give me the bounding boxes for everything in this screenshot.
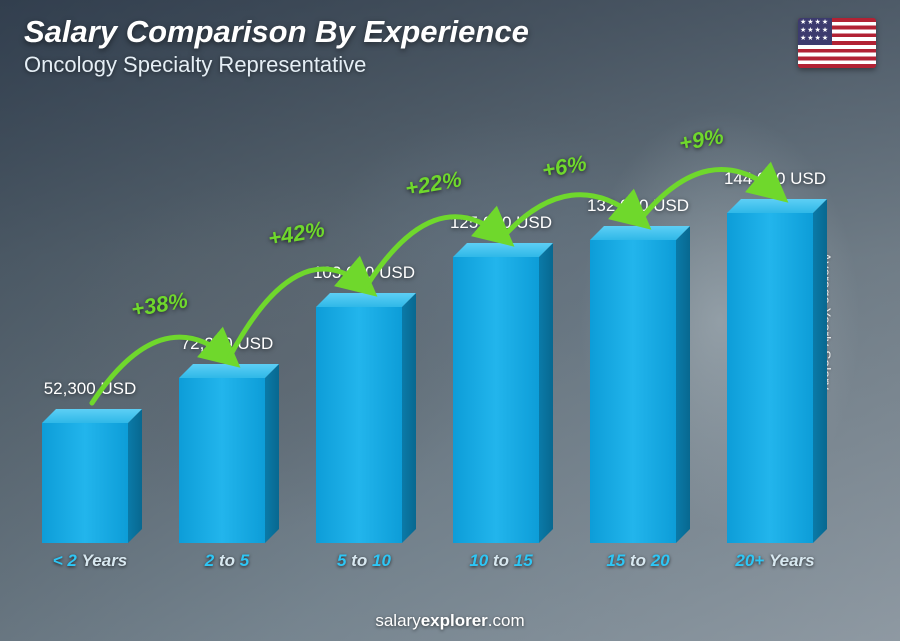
bar	[727, 213, 823, 543]
bar-side	[676, 226, 690, 543]
bar-side	[402, 293, 416, 543]
bar-category-label: 20+ Years	[715, 551, 835, 571]
bar	[453, 257, 549, 543]
bar-top	[179, 364, 279, 378]
footer-credit: salaryexplorer.com	[0, 611, 900, 631]
bar-category-label: 2 to 5	[167, 551, 287, 571]
chart-title: Salary Comparison By Experience	[24, 14, 529, 50]
bar-group: 132,000 USD15 to 20	[578, 100, 698, 571]
bar-front	[42, 423, 128, 543]
bar-top	[42, 409, 142, 423]
bar-group: 72,200 USD2 to 5	[167, 100, 287, 571]
bar-front	[316, 307, 402, 543]
bar-front	[453, 257, 539, 543]
bar-category-label: 5 to 10	[304, 551, 424, 571]
bar-value-label: 52,300 USD	[20, 379, 160, 399]
bar-top	[316, 293, 416, 307]
bar	[590, 240, 686, 543]
bar-side	[265, 364, 279, 543]
bar	[42, 423, 138, 543]
bar-value-label: 103,000 USD	[294, 263, 434, 283]
bar-top	[727, 199, 827, 213]
flag-us-icon	[798, 18, 876, 68]
bar	[179, 378, 275, 543]
bar-value-label: 125,000 USD	[431, 213, 571, 233]
bar-value-label: 72,200 USD	[157, 334, 297, 354]
bar-side	[813, 199, 827, 543]
bar-front	[727, 213, 813, 543]
bar-category-label: 15 to 20	[578, 551, 698, 571]
bar-top	[590, 226, 690, 240]
bar-side	[128, 409, 142, 543]
bar-group: 103,000 USD5 to 10	[304, 100, 424, 571]
bar-value-label: 144,000 USD	[705, 169, 845, 189]
bar-value-label: 132,000 USD	[568, 196, 708, 216]
bar-chart: 52,300 USD< 2 Years72,200 USD2 to 5+38%1…	[30, 100, 850, 571]
bar-category-label: 10 to 15	[441, 551, 561, 571]
bar-top	[453, 243, 553, 257]
bar-front	[179, 378, 265, 543]
bar-group: 144,000 USD20+ Years	[715, 100, 835, 571]
bar-side	[539, 243, 553, 543]
bar-group: 52,300 USD< 2 Years	[30, 100, 150, 571]
bar-front	[590, 240, 676, 543]
chart-subtitle: Oncology Specialty Representative	[24, 52, 366, 78]
bar-category-label: < 2 Years	[30, 551, 150, 571]
bar	[316, 307, 412, 543]
